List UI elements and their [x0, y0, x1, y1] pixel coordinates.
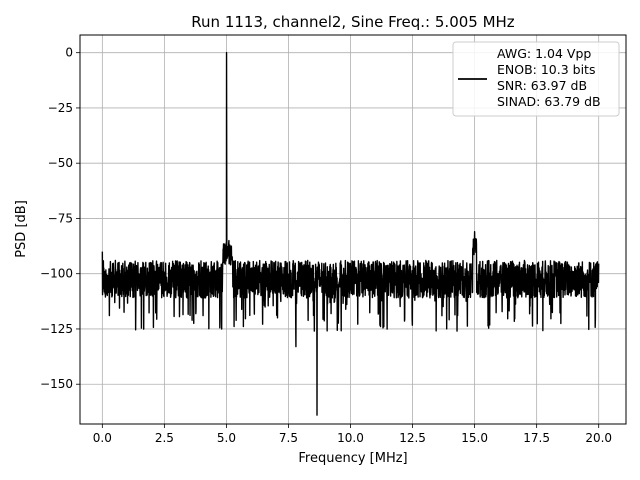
chart-title: Run 1113, channel2, Sine Freq.: 5.005 MH… — [191, 13, 515, 31]
plot-frame — [79, 34, 627, 425]
y-tick-label: −75 — [48, 211, 73, 225]
legend-line-snr: SNR: 63.97 dB — [497, 78, 587, 93]
x-tick-label: 12.5 — [399, 431, 426, 445]
legend-line-awg: AWG: 1.04 Vpp — [497, 46, 591, 61]
x-tick-label: 2.5 — [155, 431, 174, 445]
y-tick-label: −150 — [40, 377, 73, 391]
x-tick-label: 0.0 — [93, 431, 112, 445]
y-tick-label: 0 — [65, 46, 73, 60]
psd-series-line — [101, 51, 600, 416]
legend-line-enob: ENOB: 10.3 bits — [497, 62, 595, 77]
x-tick-label: 5.0 — [217, 431, 236, 445]
y-tick-label: −25 — [48, 101, 73, 115]
x-tick-label: 17.5 — [523, 431, 550, 445]
legend: AWG: 1.04 Vpp ENOB: 10.3 bits SNR: 63.97… — [452, 41, 620, 117]
data-area — [101, 51, 600, 416]
y-tick-label: −100 — [40, 267, 73, 281]
x-tick-label: 20.0 — [585, 431, 612, 445]
legend-box — [452, 41, 620, 117]
y-tick-label: −50 — [48, 156, 73, 170]
x-axis-label: Frequency [MHz] — [298, 451, 407, 466]
ticks: 0.0 2.5 5.0 7.5 10.0 12.5 15.0 17.5 20.0 0 −25 −50 −… — [40, 46, 612, 445]
x-tick-label: 7.5 — [279, 431, 298, 445]
y-axis-label: PSD [dB] — [14, 200, 29, 258]
legend-line-sinad: SINAD: 63.79 dB — [497, 94, 601, 109]
y-tick-label: −125 — [40, 322, 73, 336]
x-tick-label: 15.0 — [461, 431, 488, 445]
x-tick-label: 10.0 — [337, 431, 364, 445]
